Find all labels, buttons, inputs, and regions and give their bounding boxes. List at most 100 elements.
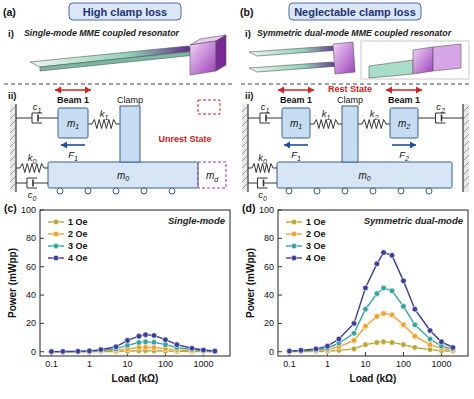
data-point — [201, 347, 207, 353]
damper-label: c2 — [436, 101, 445, 114]
data-point — [351, 346, 357, 352]
wall-hatch — [10, 134, 16, 140]
mass — [277, 162, 452, 188]
y-tick-label: 80 — [26, 233, 36, 243]
legend-marker — [53, 255, 59, 261]
mass-label: m0 — [358, 170, 370, 183]
plot-area — [287, 250, 456, 355]
state-label: Rest State — [328, 84, 372, 94]
mass-label: m0 — [117, 170, 129, 183]
wall-hatch — [242, 176, 248, 182]
data-point — [60, 349, 66, 355]
data-point — [75, 349, 81, 355]
mass — [282, 108, 310, 138]
y-tick — [278, 266, 282, 267]
data-point — [136, 333, 142, 339]
mass-label: m1 — [290, 118, 302, 131]
damper — [248, 118, 260, 119]
legend-label: 2 Oe — [68, 229, 88, 239]
damper-label: c1 — [33, 101, 42, 114]
wall-hatch — [242, 162, 248, 168]
clamp-3d — [216, 35, 226, 71]
data-point — [427, 328, 433, 334]
y-tick-label: 40 — [26, 290, 36, 300]
wheel — [113, 188, 119, 194]
wall-hatch — [242, 120, 248, 126]
data-point — [401, 304, 407, 310]
data-point — [98, 347, 104, 353]
clamp — [342, 106, 358, 162]
spring-label: k1 — [100, 108, 109, 121]
data-point — [389, 288, 395, 294]
y-tick — [40, 351, 44, 352]
wall-hatch — [10, 106, 16, 112]
data-point — [389, 253, 395, 259]
data-point — [427, 342, 433, 348]
legend-marker — [53, 243, 59, 249]
data-point — [298, 348, 304, 354]
wall-hatch — [242, 148, 248, 154]
part-label: ii) — [8, 90, 16, 101]
wall-hatch — [463, 120, 469, 126]
data-point — [401, 342, 407, 348]
inset-3d — [413, 47, 433, 74]
legend-label: 4 Oe — [306, 253, 326, 263]
subscript: 2 — [440, 107, 445, 114]
mass-label: m2 — [398, 118, 410, 131]
spring — [16, 164, 48, 173]
damper — [248, 183, 258, 184]
data-point — [374, 291, 380, 297]
data-point — [363, 323, 369, 329]
data-point — [151, 345, 157, 351]
data-point — [143, 344, 149, 350]
subscript: 0 — [263, 158, 267, 165]
data-point — [125, 338, 131, 344]
arrow-head — [410, 142, 416, 149]
y-tick — [40, 266, 44, 267]
data-point — [389, 340, 395, 346]
data-point — [381, 285, 387, 291]
data-point — [287, 348, 293, 354]
data-point — [75, 349, 81, 355]
damper — [38, 118, 58, 119]
part-label: i) — [245, 28, 251, 39]
wall-hatch — [463, 106, 469, 112]
y-tick — [278, 351, 282, 352]
panel-label: (d) — [242, 202, 255, 214]
arrow-head — [278, 87, 284, 94]
subscript: 1 — [75, 123, 79, 130]
data-point — [87, 349, 93, 355]
header: Neglectable clamp loss — [294, 6, 416, 18]
subscript: 2 — [405, 123, 410, 130]
x-tick-label: 0.1 — [45, 359, 58, 369]
data-point — [113, 344, 119, 350]
y-tick-label: 40 — [264, 290, 274, 300]
mass — [48, 162, 198, 188]
damper-label: c1 — [261, 101, 270, 114]
wall-hatch — [463, 141, 469, 147]
mass-label: md — [206, 170, 219, 183]
y-tick — [40, 323, 44, 324]
y-tick-label: 20 — [26, 318, 36, 328]
data-point — [75, 349, 81, 355]
data-point — [313, 346, 319, 352]
y-tick-label: 80 — [264, 233, 274, 243]
beam-label: Beam 1 — [57, 95, 89, 105]
data-point — [212, 348, 218, 354]
y-tick — [278, 238, 282, 239]
wheel — [169, 188, 175, 194]
data-point — [374, 314, 380, 320]
wall-hatch — [463, 169, 469, 175]
data-point — [298, 348, 304, 354]
series-line — [289, 288, 452, 351]
inset-3d — [433, 44, 461, 71]
subscript: 1 — [37, 107, 41, 114]
y-axis-label: Power (mWpp) — [245, 248, 256, 318]
x-tick-label: 1000 — [193, 359, 213, 369]
wall-hatch — [10, 162, 16, 168]
wheel — [57, 188, 63, 194]
x-tick-label: 100 — [158, 359, 173, 369]
subscript: 0 — [32, 158, 36, 165]
damper-label: c0 — [258, 189, 267, 202]
clamp-3d — [190, 41, 216, 75]
